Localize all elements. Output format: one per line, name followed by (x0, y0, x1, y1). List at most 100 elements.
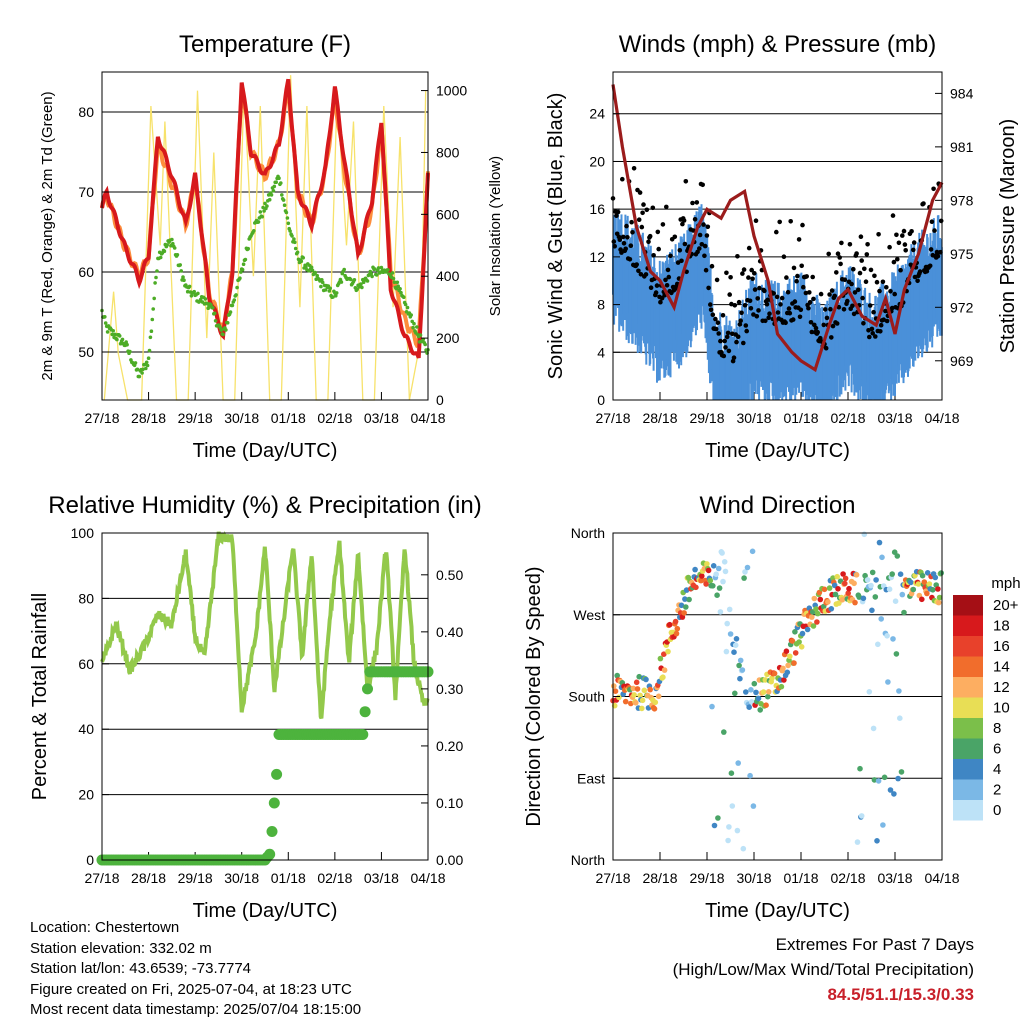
direction-point (845, 590, 851, 596)
dewpoint-point (141, 367, 145, 372)
dewpoint-point (170, 237, 174, 242)
wind-xtick-label: 04/18 (924, 410, 959, 426)
dewpoint-point (192, 289, 196, 294)
dewpoint-points (100, 174, 430, 379)
gust-point (771, 291, 776, 296)
dewpoint-point (265, 204, 269, 208)
direction-point (897, 571, 904, 577)
dir-xtick-label: 03/18 (877, 870, 912, 886)
direction-point (709, 703, 715, 710)
gust-point (620, 176, 625, 182)
gust-point (921, 201, 926, 206)
gust-point (724, 270, 729, 276)
gust-point (751, 312, 756, 317)
gust-point (884, 285, 889, 290)
dewpoint-point (198, 297, 203, 302)
direction-point (612, 688, 619, 694)
direction-point (817, 596, 824, 603)
dewpoint-point (394, 286, 399, 291)
gust-point (795, 273, 800, 279)
gust-point (668, 253, 673, 259)
gust-point (873, 334, 878, 339)
gust-point (781, 254, 787, 259)
direction-point (813, 606, 819, 612)
gust-point (900, 233, 905, 238)
direction-point (721, 729, 727, 735)
direction-point (884, 633, 890, 639)
gust-point (834, 270, 839, 275)
direction-point (932, 574, 939, 581)
temp-xtick-label: 30/18 (224, 410, 259, 426)
direction-point (868, 582, 874, 589)
dewpoint-point (299, 259, 304, 264)
dewpoint-point (391, 276, 396, 281)
colorbar-swatch (953, 738, 983, 759)
colorbar-level-label: 20+ (993, 597, 1019, 614)
dewpoint-point (269, 193, 274, 197)
rh-ytick-label: 0 (86, 852, 94, 868)
rh-ytick-label: 80 (78, 590, 94, 606)
direction-point (901, 609, 907, 616)
direction-point (647, 686, 653, 693)
rh-ytick-label: 100 (71, 525, 95, 541)
dir-ytick-label: South (568, 689, 605, 705)
direction-point (787, 653, 793, 660)
gust-point (915, 278, 920, 284)
wind-xlabel: Time (Day/UTC) (705, 440, 850, 462)
dewpoint-point (232, 298, 237, 302)
dewpoint-point (228, 310, 233, 314)
dewpoint-point (279, 181, 283, 185)
gust-point (928, 247, 934, 252)
wind-y2-ytick-label: 969 (950, 353, 974, 369)
gust-point (681, 218, 687, 223)
direction-point (728, 770, 735, 776)
dewpoint-point (153, 281, 157, 285)
gust-point (735, 334, 741, 340)
gust-point (721, 353, 727, 359)
direction-point (858, 813, 865, 819)
direction-point (871, 777, 878, 783)
dir-xlabel: Time (Day/UTC) (705, 900, 850, 922)
gust-point (739, 310, 744, 316)
colorbar-level-label: 18 (993, 618, 1010, 635)
gust-point (625, 235, 630, 240)
wind-title: Winds (mph) & Pressure (mb) (619, 31, 936, 58)
dewpoint-point (304, 265, 308, 269)
dewpoint-point (285, 216, 290, 220)
dewpoint-point (271, 189, 276, 193)
gust-point (874, 279, 880, 285)
gust-point (878, 322, 884, 328)
temp-y2-ytick-label: 200 (436, 330, 460, 346)
direction-point (665, 648, 671, 655)
extremes-box: Extremes For Past 7 Days (High/Low/Max W… (673, 932, 974, 1007)
gust-point (744, 328, 749, 334)
direction-point (875, 778, 882, 784)
direction-point (631, 692, 637, 698)
gust-point (644, 207, 650, 213)
gust-point (827, 292, 832, 297)
dewpoint-point (292, 237, 296, 241)
colorbar-swatch (953, 697, 983, 718)
direction-point (744, 564, 751, 571)
dir-xtick-label: 30/18 (736, 870, 771, 886)
dewpoint-point (284, 210, 289, 215)
direction-point (834, 573, 840, 580)
direction-point (781, 677, 787, 683)
gust-point (797, 314, 803, 320)
gust-point (821, 322, 826, 328)
gust-point (624, 223, 629, 229)
gust-point (690, 200, 695, 206)
gust-point (727, 292, 732, 297)
dewpoint-point (423, 342, 428, 347)
gust-point (876, 232, 881, 237)
precip-point (264, 848, 276, 860)
dewpoint-point (328, 286, 333, 291)
direction-point (630, 685, 637, 692)
gust-point (757, 285, 762, 291)
direction-point (717, 609, 724, 615)
dewpoint-point (412, 321, 416, 326)
direction-point (769, 675, 775, 681)
dewpoint-point (158, 255, 163, 260)
gust-point (794, 278, 799, 284)
dewpoint-point (145, 363, 150, 368)
